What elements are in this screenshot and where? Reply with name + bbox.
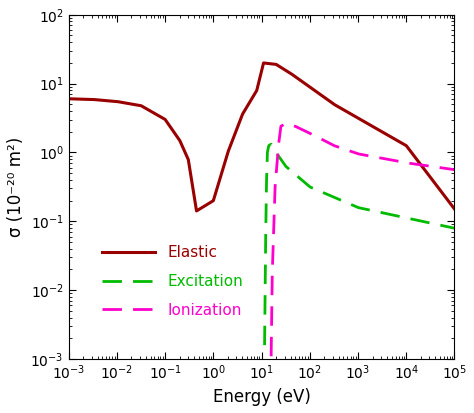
Excitation bbox=[372, 209, 377, 214]
Elastic bbox=[194, 209, 200, 214]
Line: Excitation: Excitation bbox=[264, 144, 455, 345]
Ionization bbox=[326, 140, 331, 145]
Excitation bbox=[452, 226, 457, 231]
Excitation bbox=[390, 213, 396, 218]
Legend: Elastic, Excitation, Ionization: Elastic, Excitation, Ionization bbox=[96, 239, 249, 324]
Elastic bbox=[66, 96, 72, 101]
Ionization bbox=[268, 354, 274, 359]
Y-axis label: σ (10⁻²⁰ m²): σ (10⁻²⁰ m²) bbox=[7, 137, 25, 237]
X-axis label: Energy (eV): Energy (eV) bbox=[213, 388, 310, 406]
Ionization bbox=[433, 164, 439, 169]
Elastic bbox=[444, 197, 450, 202]
Ionization bbox=[290, 123, 296, 128]
Ionization bbox=[283, 121, 289, 126]
Ionization bbox=[452, 167, 457, 172]
Elastic bbox=[214, 187, 219, 192]
Ionization bbox=[294, 125, 300, 130]
Elastic bbox=[231, 135, 237, 140]
Excitation bbox=[382, 211, 387, 216]
Elastic bbox=[261, 60, 266, 65]
Excitation bbox=[262, 343, 267, 348]
Elastic bbox=[403, 143, 409, 148]
Elastic bbox=[110, 99, 116, 104]
Ionization bbox=[401, 160, 406, 165]
Elastic bbox=[452, 206, 457, 211]
Elastic bbox=[133, 102, 138, 107]
Excitation bbox=[443, 224, 449, 229]
Line: Ionization: Ionization bbox=[271, 123, 455, 356]
Excitation bbox=[446, 225, 452, 230]
Line: Elastic: Elastic bbox=[69, 63, 455, 211]
Excitation bbox=[311, 186, 317, 191]
Excitation bbox=[268, 142, 274, 147]
Ionization bbox=[272, 194, 278, 199]
